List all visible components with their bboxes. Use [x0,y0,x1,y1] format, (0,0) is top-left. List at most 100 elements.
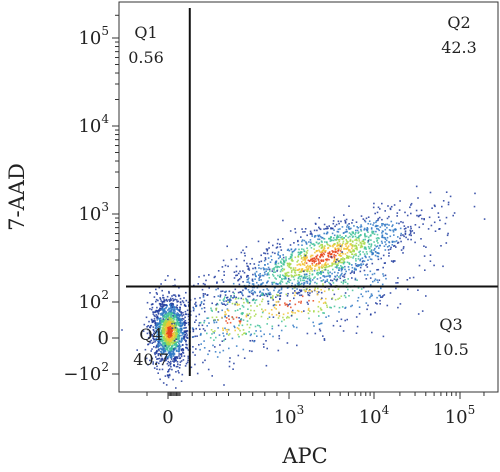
event-point [410,227,412,230]
event-point [297,276,300,279]
event-point [326,278,329,281]
event-point [395,287,397,290]
event-point [273,306,276,309]
event-point [240,291,243,294]
event-point [265,268,267,270]
event-point [180,340,182,342]
event-point [159,360,161,362]
event-point [321,244,323,246]
event-point [215,304,217,306]
event-point [163,352,165,354]
event-point [284,277,287,279]
event-point [248,312,251,315]
event-point [182,352,185,354]
event-point [225,320,227,322]
event-point [252,293,254,296]
event-point [329,271,331,274]
event-point [359,226,362,228]
event-point [239,321,241,323]
event-point [357,296,360,299]
event-point [221,340,224,342]
event-point [352,232,355,234]
event-point [182,344,184,346]
event-point [180,338,183,340]
event-point [304,275,306,277]
event-point [296,282,299,285]
event-point [238,324,240,327]
event-point [277,257,280,260]
event-point [342,240,345,243]
event-point [171,368,173,371]
event-point [322,312,324,314]
event-point [294,228,296,230]
event-point [324,251,327,253]
event-point [266,323,268,325]
event-point [291,260,293,262]
event-point [176,307,179,309]
event-point [323,290,326,293]
event-point [333,253,335,256]
event-point [320,291,323,294]
event-point [336,320,338,322]
event-point [163,311,165,314]
event-point [337,239,340,241]
event-point [170,332,173,334]
event-point [177,370,179,372]
event-point [277,265,280,268]
event-point [253,332,256,335]
event-point [370,295,372,297]
event-point [273,269,275,271]
event-point [306,252,308,254]
event-point [183,337,186,339]
event-point [343,294,346,297]
event-point [150,318,153,321]
event-point [313,310,315,312]
event-point [274,277,276,279]
event-point [258,274,260,276]
event-point [155,328,158,330]
event-point [291,309,294,312]
event-point [376,303,378,305]
event-point [203,303,205,305]
event-point [307,309,310,311]
event-point [302,259,304,261]
quadrant-percent-label: 10.5 [433,340,469,359]
event-point [278,289,281,292]
event-point [299,275,301,278]
event-point [208,274,210,276]
event-point [167,338,169,340]
event-point [238,283,241,286]
event-point [337,250,339,252]
event-point [318,245,321,248]
event-point [178,329,180,331]
event-point [361,240,364,242]
event-point [309,266,312,269]
event-point [321,251,323,253]
event-point [315,250,318,253]
event-point [353,267,356,270]
event-point [339,245,342,247]
event-point [155,292,158,294]
event-point [367,222,369,225]
event-point [392,261,395,263]
event-point [175,338,177,341]
event-point [336,265,338,267]
event-point [366,274,369,276]
event-point [346,242,348,245]
event-point [315,260,317,262]
event-point [296,264,299,266]
event-point [269,333,271,335]
event-point [300,255,302,257]
event-point [381,234,384,236]
event-point [269,270,271,272]
event-point [316,290,318,293]
event-point [323,247,326,250]
event-point [318,217,320,219]
event-point [410,234,412,237]
event-point [264,257,267,259]
event-point [170,315,173,317]
event-point [216,281,218,283]
event-point [151,320,154,323]
event-point [360,243,363,245]
event-point [237,279,240,281]
